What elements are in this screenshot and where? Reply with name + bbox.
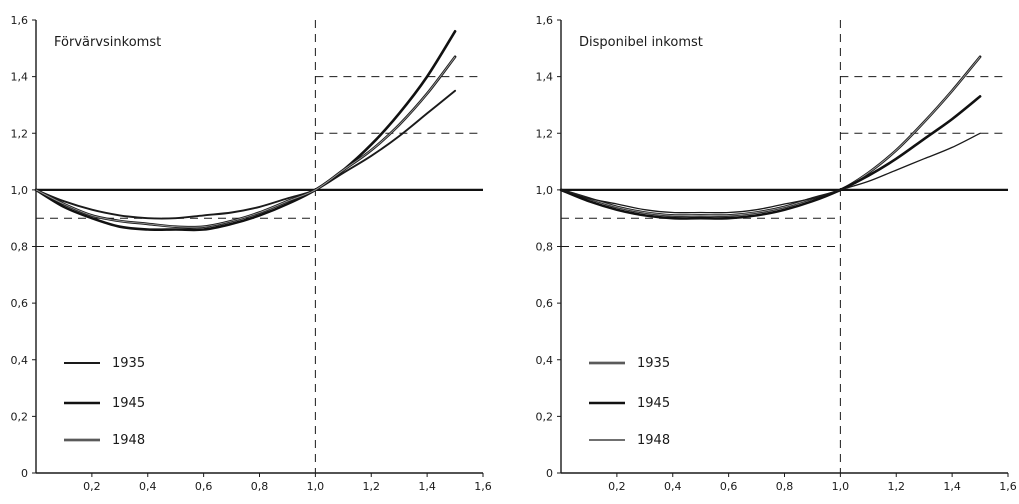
x-tick-label: 1,4 — [943, 480, 961, 493]
x-tick-label: 1,6 — [474, 480, 492, 493]
panel-disponibel-inkomst: 0 0,2 0,4 0,6 0,8 1,0 1,2 1,4 1,6 0,2 0,4 0,6 0,8 1,0… — [536, 14, 1017, 493]
y-tick-label: 1,6 — [536, 14, 554, 27]
series-line-1935 — [35, 89, 457, 220]
x-tick-label: 1,0 — [307, 480, 325, 493]
legend-label-1945: 1945 — [112, 396, 145, 411]
y-tick-label: 0,4 — [11, 354, 29, 367]
y-tick-label: 0,2 — [11, 410, 29, 423]
series-line-1948 — [560, 132, 981, 214]
legend-label-1948: 1948 — [637, 433, 670, 448]
series-line-1945 — [34, 30, 457, 232]
x-tick-label: 0,6 — [195, 480, 213, 493]
y-tick-label: 1,4 — [11, 71, 29, 84]
panel-forvarvsinkomst: 0 0,2 0,4 0,6 0,8 1,0 1,2 1,4 1,6 0,2 0,4 0,6 0,8 1,0… — [11, 14, 492, 493]
y-tick-label: 0,8 — [536, 241, 554, 254]
series-line-inner-1935 — [560, 56, 981, 217]
x-tick-label: 1,6 — [999, 480, 1017, 493]
x-tick-label: 0,8 — [251, 480, 269, 493]
x-tick-label: 1,2 — [363, 480, 381, 493]
y-tick-label: 1,2 — [536, 127, 554, 140]
panel-title: Förvärvsinkomst — [54, 35, 161, 50]
x-tick-label: 1,0 — [832, 480, 850, 493]
y-tick-label: 1,0 — [536, 184, 554, 197]
x-tick-label: 0,4 — [139, 480, 157, 493]
y-tick-label: 0 — [546, 467, 553, 480]
x-tick-label: 1,4 — [418, 480, 436, 493]
y-tick-label: 0,6 — [536, 297, 554, 310]
legend-label-1935: 1935 — [112, 356, 145, 371]
y-tick-label: 1,0 — [11, 184, 29, 197]
series-line-1935 — [559, 55, 982, 217]
panel-title: Disponibel inkomst — [579, 35, 703, 50]
x-tick-label: 0,4 — [664, 480, 682, 493]
x-tick-label: 1,2 — [888, 480, 906, 493]
x-tick-label: 0,8 — [776, 480, 794, 493]
y-tick-label: 1,2 — [11, 127, 29, 140]
y-tick-label: 0,2 — [536, 410, 554, 423]
y-tick-label: 0,4 — [536, 354, 554, 367]
x-tick-label: 0,6 — [720, 480, 738, 493]
y-tick-label: 0,6 — [11, 297, 29, 310]
legend-label-1948: 1948 — [112, 433, 145, 448]
series-line-inner-1948 — [35, 56, 456, 228]
y-tick-label: 1,4 — [536, 71, 554, 84]
series-line-1945 — [559, 95, 982, 220]
x-tick-label: 0,2 — [83, 480, 101, 493]
y-tick-label: 0 — [21, 467, 28, 480]
y-tick-label: 1,6 — [11, 14, 29, 27]
y-tick-label: 0,8 — [11, 241, 29, 254]
x-tick-label: 0,2 — [608, 480, 626, 493]
legend-label-1935: 1935 — [637, 356, 670, 371]
legend-label-1945: 1945 — [637, 396, 670, 411]
